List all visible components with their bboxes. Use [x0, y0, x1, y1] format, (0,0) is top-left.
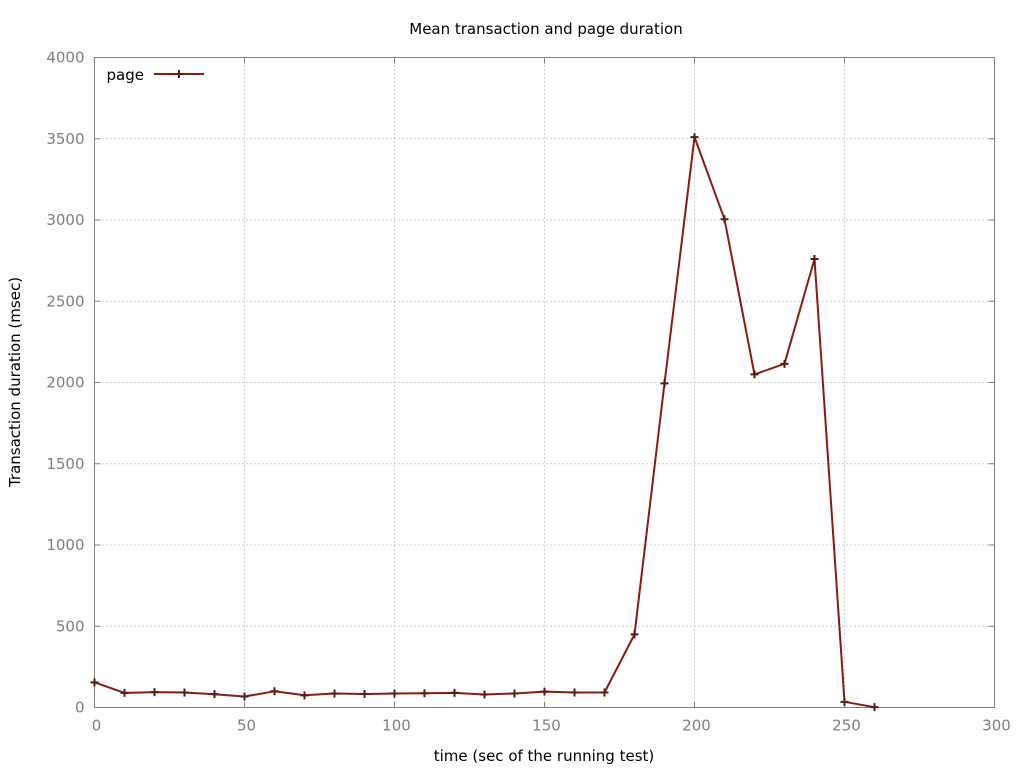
tick-layer: 0 50 100 150 200 250 3000500100015002000250030… — [46, 49, 1011, 735]
x-tick-label: 200 — [682, 717, 711, 735]
data-point — [690, 133, 699, 142]
x-tick-label: 150 — [532, 717, 561, 735]
data-point — [240, 692, 249, 701]
data-point — [330, 689, 339, 698]
x-tick-label: 0 — [92, 717, 102, 735]
y-tick-label: 4000 — [46, 49, 84, 67]
data-point — [600, 688, 609, 697]
series-line-page — [94, 136, 875, 709]
data-point — [300, 691, 309, 700]
x-tick-label: 250 — [832, 717, 861, 735]
data-point — [660, 379, 669, 388]
x-tick-label: 50 — [237, 717, 256, 735]
y-tick-label: 2000 — [46, 374, 84, 392]
y-tick-label: 2500 — [46, 292, 84, 310]
data-point — [450, 688, 459, 697]
grid-layer — [94, 57, 995, 708]
data-point — [780, 359, 789, 368]
data-point — [750, 370, 759, 379]
data-point — [630, 630, 639, 639]
data-point — [90, 678, 99, 687]
data-point — [390, 689, 399, 698]
y-axis-label: Transaction duration (msec) — [6, 277, 24, 488]
data-point — [570, 688, 579, 697]
data-point — [870, 703, 879, 712]
data-point — [270, 687, 279, 696]
chart-title: Mean transaction and page duration — [409, 20, 682, 38]
data-point — [180, 688, 189, 697]
x-tick-label: 100 — [382, 717, 411, 735]
y-tick-label: 500 — [56, 617, 85, 635]
data-point — [150, 688, 159, 697]
legend-marker-page — [175, 70, 183, 78]
data-point — [480, 690, 489, 699]
data-point — [360, 690, 369, 699]
data-point — [120, 688, 129, 697]
data-point — [510, 689, 519, 698]
series-layer — [90, 133, 879, 712]
x-tick-label: 300 — [982, 717, 1011, 735]
data-point — [810, 255, 819, 263]
data-point — [540, 687, 549, 696]
legend-label-page: page — [107, 66, 144, 84]
data-point — [210, 690, 219, 699]
y-tick-label: 1000 — [46, 536, 84, 554]
y-tick-label: 0 — [75, 699, 85, 717]
y-tick-label: 1500 — [46, 455, 84, 473]
data-point — [420, 689, 429, 698]
y-tick-label: 3500 — [46, 130, 84, 148]
legend: page — [107, 66, 204, 84]
data-point — [840, 697, 849, 706]
x-axis-label: time (sec of the running test) — [434, 747, 655, 765]
y-tick-label: 3000 — [46, 211, 84, 229]
data-point — [720, 215, 729, 224]
